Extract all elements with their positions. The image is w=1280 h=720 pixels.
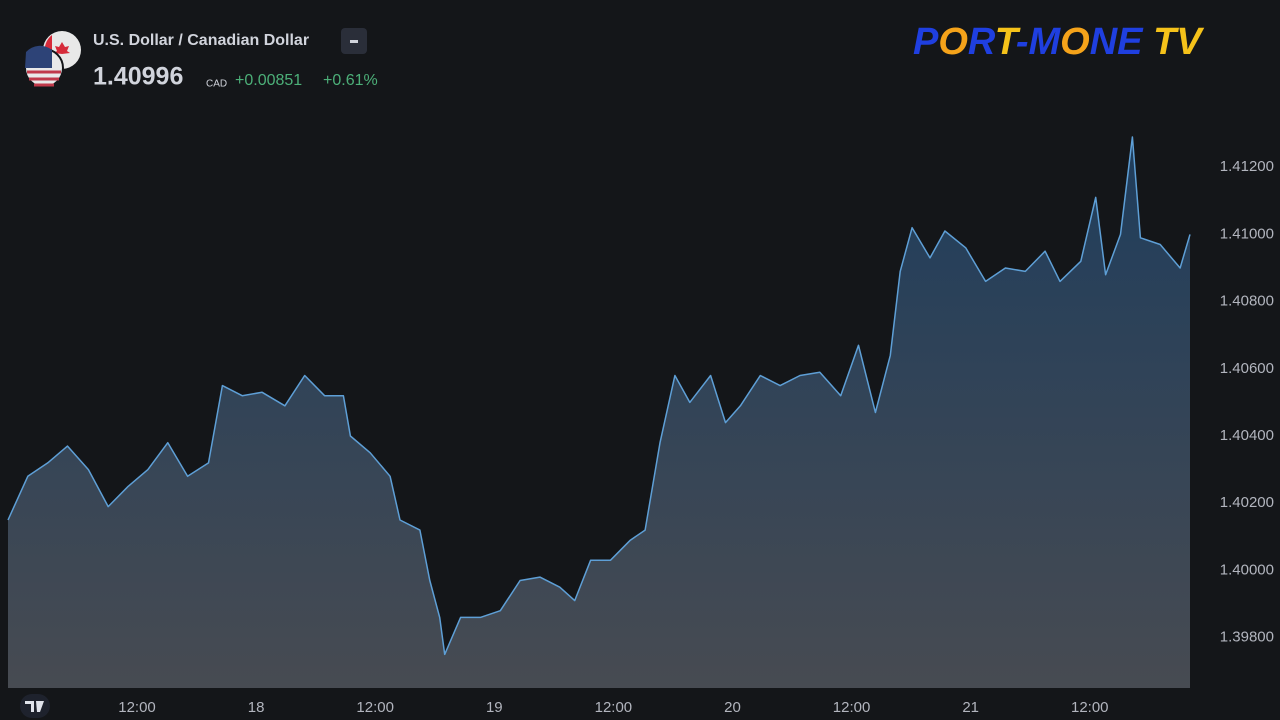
y-tick-label: 1.40000	[1220, 561, 1274, 578]
flag-us-canton	[25, 45, 52, 68]
tv-icon	[25, 701, 44, 712]
x-tick-label: 19	[486, 699, 503, 716]
y-tick-label: 1.40400	[1220, 427, 1274, 444]
symbol-title: U.S. Dollar / Canadian Dollar	[93, 32, 309, 49]
y-tick-label: 1.40800	[1220, 293, 1274, 310]
maple-leaf	[54, 42, 70, 54]
logo: PORT-MONE TV	[913, 21, 1204, 63]
x-tick-label: 12:00	[595, 699, 633, 716]
tv-badge	[20, 694, 50, 718]
y-tick-label: 1.41200	[1220, 158, 1274, 175]
y-tick-label: 1.39800	[1220, 629, 1274, 646]
y-tick-label: 1.41000	[1220, 225, 1274, 242]
x-tick-label: 21	[962, 699, 979, 716]
x-tick-label: 12:00	[356, 699, 394, 716]
x-tick-label: 18	[248, 699, 265, 716]
plot-area: 1.39800 1.40000 1.40200 1.40400 1.40600 1.408…	[7, 136, 1274, 716]
x-tick-label: 12:00	[833, 699, 871, 716]
last-price: 1.40996	[93, 63, 183, 91]
flag-us-stripes	[27, 70, 61, 87]
price-line	[7, 136, 1191, 656]
area-fill	[8, 137, 1190, 688]
y-tick-label: 1.40200	[1220, 494, 1274, 511]
x-tick-label: 12:00	[1071, 699, 1109, 716]
percent-change: +0.61%	[323, 72, 378, 89]
currency: CAD	[206, 79, 227, 90]
x-tick-label: 20	[724, 699, 741, 716]
x-tick-label: 12:00	[118, 699, 156, 716]
price-change: +0.00851	[235, 72, 302, 89]
collapse-icon	[350, 40, 358, 43]
y-tick-label: 1.40600	[1220, 360, 1274, 377]
